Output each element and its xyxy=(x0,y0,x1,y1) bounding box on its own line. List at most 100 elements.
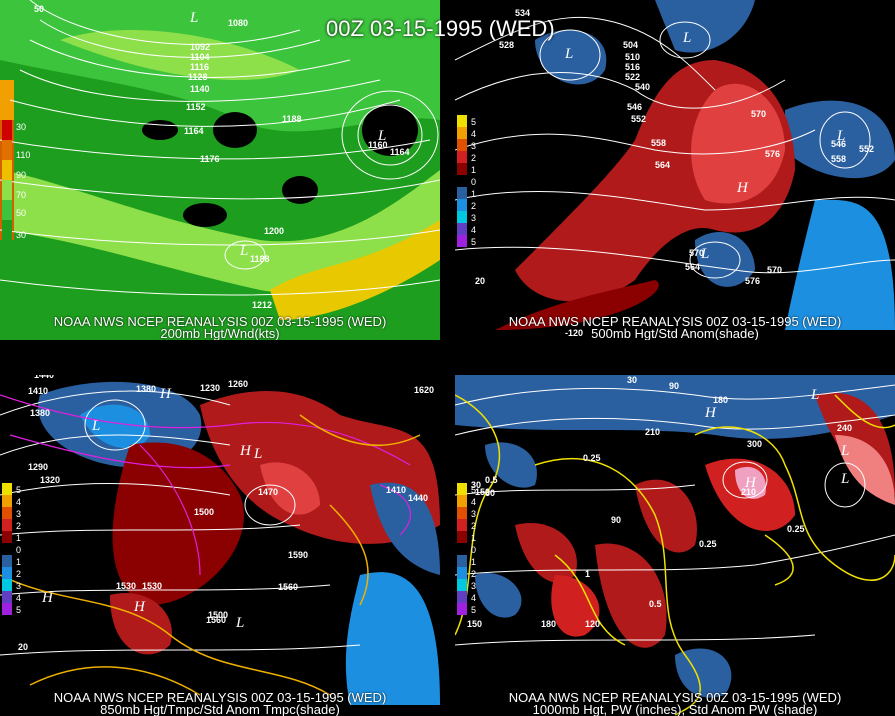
contour-label: 1104 xyxy=(190,52,210,62)
contour-label: 1160 xyxy=(368,140,388,150)
high-pressure-marker: H xyxy=(41,590,54,606)
contour-label: 1164 xyxy=(184,126,204,136)
legend-label: 2 xyxy=(471,569,476,579)
contour-label: 1410 xyxy=(28,386,48,396)
contour-label: 552 xyxy=(859,144,874,154)
legend-200mb xyxy=(2,120,12,240)
contour-label: 552 xyxy=(631,114,646,124)
corner-label: 20 xyxy=(475,276,485,286)
high-pressure-marker: H xyxy=(744,475,757,491)
low-pressure-marker: L xyxy=(189,10,198,26)
contour-label: 546 xyxy=(627,102,642,112)
legend-label: 1 xyxy=(471,557,476,567)
contour-label: 1590 xyxy=(288,550,308,560)
legend-label: 3 xyxy=(16,509,21,519)
low-pressure-marker: L xyxy=(235,615,244,631)
contour-label: 180 xyxy=(713,395,728,405)
legend-label: 70 xyxy=(16,190,26,200)
panel-200mb: 30 110 90 70 50 30 1080 1092 1104 1116 1128 1140 11… xyxy=(0,0,440,340)
contour-label: 522 xyxy=(625,72,640,82)
caption-line2: 500mb Hgt/Std Anom(shade) xyxy=(591,326,759,340)
low-pressure-marker: L xyxy=(239,243,248,259)
contour-label: 1212 xyxy=(252,300,272,310)
contour-label: 30 xyxy=(627,375,637,385)
legend-500mb xyxy=(457,115,467,247)
legend-1000mb xyxy=(457,483,467,615)
contour-label: 1176 xyxy=(200,154,220,164)
contour-label: 558 xyxy=(831,154,846,164)
contour-label: 558 xyxy=(651,138,666,148)
contour-label: 60 xyxy=(485,488,495,498)
low-pressure-marker: L xyxy=(682,30,691,46)
contour-label: 210 xyxy=(741,487,756,497)
legend-label: 1 xyxy=(471,189,476,199)
low-pressure-marker: L xyxy=(810,387,819,403)
high-pressure-marker: H xyxy=(704,405,717,421)
contour-label: 504 xyxy=(623,40,638,50)
legend-label: 1 xyxy=(471,165,476,175)
page-title: 00Z 03-15-1995 (WED) xyxy=(326,16,555,41)
contour-label: 30 xyxy=(471,480,481,490)
contour-label: 1410 xyxy=(386,485,406,495)
high-pressure-marker: H xyxy=(239,443,252,459)
contour-label: 150 xyxy=(467,619,482,629)
contour-label: 1188 xyxy=(250,254,270,264)
legend-label: 1 xyxy=(471,533,476,543)
low-pressure-marker: L xyxy=(564,46,573,62)
low-pressure-marker: L xyxy=(840,443,849,459)
caption-line1: NOAA NWS NCEP REANALYSIS 00Z 03-15-1995 … xyxy=(508,314,842,329)
legend-label: 4 xyxy=(471,593,476,603)
contour-label: 1470 xyxy=(258,487,278,497)
caption-line2: 850mb Hgt/Tmpc/Std Anom Tmpc(shade) xyxy=(100,702,340,716)
legend-label: 90 xyxy=(16,170,26,180)
legend-label: 30 xyxy=(16,122,26,132)
legend-label: 5 xyxy=(471,485,476,495)
legend-label: 0 xyxy=(16,545,21,555)
pressure-centers-500mb: L L L L H xyxy=(564,30,845,262)
contour-label: 1560 xyxy=(278,582,298,592)
contour-label: 1380 xyxy=(30,408,50,418)
legend-labels-200mb: 30 110 90 70 50 30 xyxy=(16,122,30,240)
legend-label: 3 xyxy=(471,581,476,591)
contour-label: 90 xyxy=(669,381,679,391)
contour-label: 1 xyxy=(585,569,590,579)
caption-line1: NOAA NWS NCEP REANALYSIS 00Z 03-15-1995 … xyxy=(53,314,387,329)
contour-label: 0.25 xyxy=(583,453,601,463)
contour-label: 576 xyxy=(765,149,780,159)
contour-label: 1092 xyxy=(190,42,210,52)
contour-label: 210 xyxy=(645,427,660,437)
low-pressure-marker: L xyxy=(836,128,845,144)
contour-label: 1188 xyxy=(282,114,302,124)
contour-label: 1440 xyxy=(34,375,54,380)
legend-label: 5 xyxy=(471,605,476,615)
contour-label: 0.5 xyxy=(649,599,662,609)
contour-label: 90 xyxy=(611,515,621,525)
legend-label: 2 xyxy=(471,201,476,211)
legend-label: 5 xyxy=(471,117,476,127)
contour-label: 1128 xyxy=(188,72,208,82)
contour-label: 1290 xyxy=(28,462,48,472)
contour-label: 1320 xyxy=(40,475,60,485)
contour-label: 1230 xyxy=(200,383,220,393)
contour-label: 1530 xyxy=(142,581,162,591)
contour-label: 1560 xyxy=(206,615,226,625)
legend-label: 4 xyxy=(16,593,21,603)
contour-label: 564 xyxy=(685,262,700,272)
legend-label: 3 xyxy=(16,581,21,591)
legend-label: 2 xyxy=(16,521,21,531)
low-pressure-marker: L xyxy=(840,471,849,487)
low-pressure-marker: L xyxy=(253,446,262,462)
legend-label: 5 xyxy=(16,605,21,615)
high-pressure-marker: H xyxy=(159,386,172,402)
contour-label: 300 xyxy=(747,439,762,449)
contour-label: 570 xyxy=(689,248,704,258)
